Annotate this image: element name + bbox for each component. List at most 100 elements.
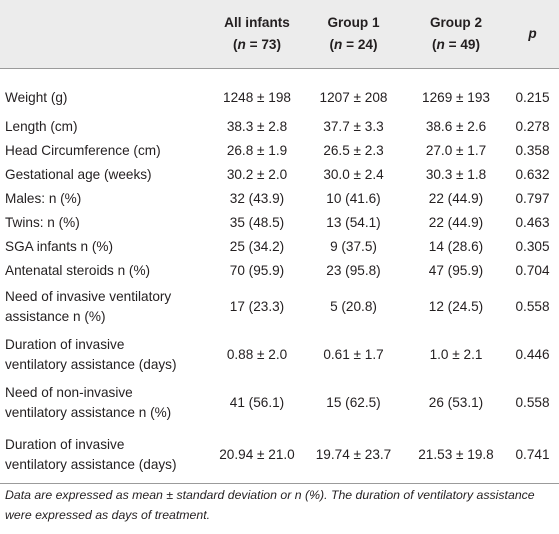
row-label-line: Need of non-invasive xyxy=(5,385,133,400)
table-row: Gestational age (weeks) 30.2 ± 2.0 30.0 ± … xyxy=(0,163,559,187)
table-cell: 0.215 xyxy=(515,89,550,105)
row-label: Twins: n (%) xyxy=(0,211,213,235)
table-row: Need of invasive ventilatory assistance n… xyxy=(0,283,559,331)
header-title: Group 1 xyxy=(327,15,380,30)
header-cell xyxy=(0,0,213,69)
header-subtitle-part: ( xyxy=(329,37,335,52)
header-cell: p xyxy=(506,0,559,69)
row-label-line: assistance n (%) xyxy=(5,309,106,324)
data-table: All infants (n = 73) Group 1 (n = 24) Group … xyxy=(0,0,559,484)
table-row: Head Circumference (cm) 26.8 ± 1.9 26.5 ± … xyxy=(0,139,559,163)
header-subtitle-part: = 24) xyxy=(342,37,378,52)
header-subtitle-part: = 49) xyxy=(444,37,480,52)
table-cell: 32 (43.9) xyxy=(229,191,285,206)
table-cell: 25 (34.2) xyxy=(229,239,285,254)
table-cell: 9 (37.5) xyxy=(330,239,377,254)
table-cell: 38.3 ± 2.8 xyxy=(226,119,288,134)
table-cell: 1248 ± 198 xyxy=(223,89,291,105)
header-subtitle-part: n xyxy=(237,37,246,52)
table-cell: 5 (20.8) xyxy=(330,299,377,314)
table-cell: 30.3 ± 1.8 xyxy=(425,167,487,182)
table-cell: 30.0 ± 2.4 xyxy=(323,167,384,182)
table-cell: 47 (95.9) xyxy=(428,263,484,278)
table-row: Males: n (%) 32 (43.9) 10 (41.6) 22 (44.9) 0… xyxy=(0,187,559,211)
row-label-line: Need of invasive ventilatory xyxy=(5,289,172,304)
row-label: Head Circumference (cm) xyxy=(0,139,213,163)
table-cell: 0.305 xyxy=(515,239,550,254)
table-cell: 1.0 ± 2.1 xyxy=(429,347,483,362)
table-cell: 1207 ± 208 xyxy=(319,89,388,105)
row-label-line: SGA infants n (%) xyxy=(5,239,114,254)
table-row: Duration of invasive ventilatory assistan… xyxy=(0,331,559,379)
header-subtitle-part: = 73) xyxy=(245,37,281,52)
row-label-line: Duration of invasive xyxy=(5,337,125,352)
table-cell: 1269 ± 193 xyxy=(422,89,490,105)
row-label-line: Gestational age (weeks) xyxy=(5,167,152,182)
table-row: Antenatal steroids n (%) 70 (95.9) 23 (95.… xyxy=(0,259,559,283)
table-cell: 0.88 ± 2.0 xyxy=(226,347,288,362)
table-cell: 0.632 xyxy=(515,167,550,182)
row-label-line: ventilatory assistance n (%) xyxy=(5,405,172,420)
row-label-line: Males: n (%) xyxy=(5,191,82,206)
table-cell: 38.6 ± 2.6 xyxy=(425,119,487,134)
row-label-line: ventilatory assistance (days) xyxy=(5,457,177,472)
table-cell: 21.53 ± 19.8 xyxy=(418,447,494,462)
row-label: Need of non-invasive ventilatory assistan… xyxy=(0,379,213,427)
header-row: All infants (n = 73) Group 1 (n = 24) Group … xyxy=(0,0,559,69)
header-subtitle-part: n xyxy=(334,37,343,52)
footnote: Data are expressed as mean ± standard de… xyxy=(5,488,535,522)
table-cell: 0.446 xyxy=(515,347,550,362)
table-cell: 15 (62.5) xyxy=(326,395,381,410)
table-cell: 0.61 ± 1.7 xyxy=(323,347,384,362)
header-title: All infants xyxy=(224,15,290,30)
header-cell: All infants (n = 73) xyxy=(213,0,301,69)
table-cell: 0.741 xyxy=(515,447,550,462)
row-label: Duration of invasive ventilatory assistan… xyxy=(0,427,213,484)
row-label: Weight (g) xyxy=(0,69,213,116)
table-cell: 17 (23.3) xyxy=(229,299,285,314)
row-label: Duration of invasive ventilatory assistan… xyxy=(0,331,213,379)
table-cell: 35 (48.5) xyxy=(229,215,285,230)
table-cell: 20.94 ± 21.0 xyxy=(219,447,295,462)
table-cell: 0.463 xyxy=(515,215,550,230)
table-cell: 70 (95.9) xyxy=(229,263,285,278)
row-label: Males: n (%) xyxy=(0,187,213,211)
row-label: Need of invasive ventilatory assistance n… xyxy=(0,283,213,331)
table-row: Twins: n (%) 35 (48.5) 13 (54.1) 22 (44.9) 0… xyxy=(0,211,559,235)
header-title: p xyxy=(528,26,537,41)
header-subtitle: (n = 73) xyxy=(213,34,301,56)
table-cell: 0.797 xyxy=(515,191,550,206)
header-subtitle-part: n xyxy=(436,37,445,52)
table-row: Duration of invasive ventilatory assistan… xyxy=(0,427,559,484)
table-cell: 14 (28.6) xyxy=(428,239,484,254)
table-cell: 26.8 ± 1.9 xyxy=(226,143,288,158)
row-label: Gestational age (weeks) xyxy=(0,163,213,187)
row-label: Antenatal steroids n (%) xyxy=(0,259,213,283)
header-subtitle-part: ( xyxy=(233,37,238,52)
header-subtitle: (n = 24) xyxy=(301,34,406,56)
row-label-line: Antenatal steroids n (%) xyxy=(5,263,151,278)
table-row: Length (cm) 38.3 ± 2.8 37.7 ± 3.3 38.6 ± 2.… xyxy=(0,115,559,139)
row-label-line: Length (cm) xyxy=(5,119,78,134)
table-cell: 13 (54.1) xyxy=(326,215,381,230)
table-cell: 22 (44.9) xyxy=(428,191,484,206)
row-label-line: Head Circumference (cm) xyxy=(5,143,161,158)
table-cell: 27.0 ± 1.7 xyxy=(425,143,487,158)
row-label-line: Duration of invasive xyxy=(5,437,125,452)
table-cell: 41 (56.1) xyxy=(229,395,285,410)
table-cell: 12 (24.5) xyxy=(428,299,484,314)
table-cell: 22 (44.9) xyxy=(428,215,484,230)
table-cell: 0.704 xyxy=(515,263,550,278)
row-label-line: Weight (g) xyxy=(5,89,68,105)
table-cell: 26.5 ± 2.3 xyxy=(323,143,384,158)
header-cell: Group 2 (n = 49) xyxy=(406,0,506,69)
table-cell: 37.7 ± 3.3 xyxy=(323,119,384,134)
table-cell: 0.558 xyxy=(515,395,550,410)
header-title: Group 2 xyxy=(429,15,483,30)
row-label-line: Twins: n (%) xyxy=(5,215,80,230)
table-cell: 23 (95.8) xyxy=(326,263,381,278)
table-cell: 0.558 xyxy=(515,299,550,314)
header-subtitle-part: ( xyxy=(432,37,437,52)
table-cell: 26 (53.1) xyxy=(428,395,484,410)
